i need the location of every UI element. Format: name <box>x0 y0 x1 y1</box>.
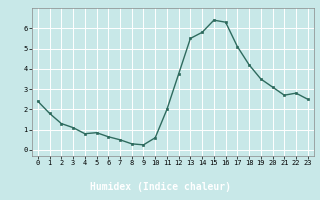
Text: Humidex (Indice chaleur): Humidex (Indice chaleur) <box>90 182 230 192</box>
